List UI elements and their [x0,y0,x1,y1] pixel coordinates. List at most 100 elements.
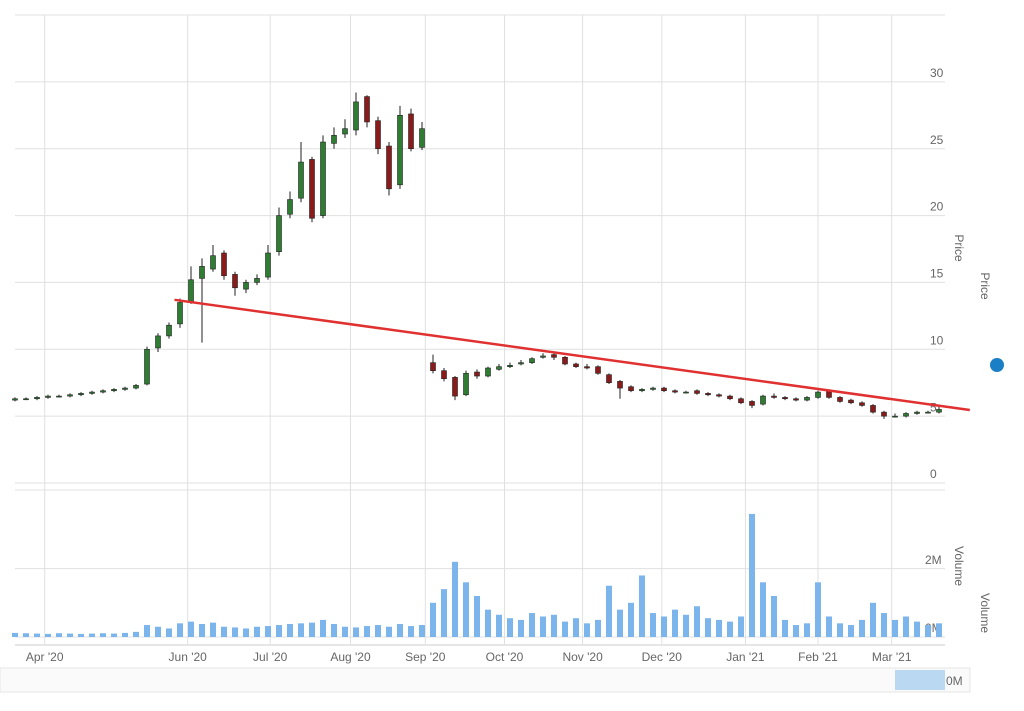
candle-body [936,409,942,413]
volume-bar [144,625,150,637]
candle-body [408,113,414,150]
volume-bar [848,625,854,637]
volume-bar [265,626,271,637]
volume-bar [386,626,392,637]
volume-bar [782,619,788,637]
candle-body [584,366,590,369]
volume-bar [914,621,920,637]
candle-body [859,402,865,406]
candle-body [34,397,40,400]
volume-bar [474,595,480,637]
candle-body [496,366,502,370]
volume-bar [760,582,766,637]
volume-bar [309,622,315,637]
candle-body [683,391,689,394]
x-tick-label: Apr '20 [26,650,64,664]
candle-body [749,401,755,406]
volume-bar [595,619,601,637]
candle-body [617,381,623,389]
volume-bar [375,625,381,637]
candle-body [12,398,18,401]
candle-body [562,357,568,365]
volume-bar [639,575,645,637]
candle-body [45,395,51,398]
volume-bar [342,626,348,637]
volume-bar [716,619,722,637]
volume-bar [529,613,535,637]
x-tick-label: Sep '20 [405,650,446,664]
candle-body [155,335,161,349]
volume-bar [661,616,667,637]
y-tick-label: 20 [930,200,944,214]
volume-bar [672,609,678,637]
volume-bar [551,614,557,637]
volume-bar [122,632,128,637]
volume-bar [606,585,612,637]
scroll-handle[interactable] [990,358,1004,372]
volume-bar [210,622,216,637]
volume-bar [155,626,161,637]
volume-bar [562,621,568,637]
candle-body [925,411,931,414]
volume-bar [452,561,458,637]
x-tick-label: Oct '20 [486,650,524,664]
candle-body [474,371,480,377]
volume-bar [67,633,73,637]
volume-bar [496,614,502,637]
candle-body [518,362,524,365]
candle-body [705,393,711,396]
candle-body [23,398,29,401]
candle-body [760,395,766,405]
volume-bar [397,624,403,637]
candle-body [287,199,293,215]
volume-axis-title: Volume [978,593,992,633]
candle-body [573,363,579,367]
navigator-label: 0M [946,674,963,688]
volume-bar [232,627,238,637]
candle-body [452,377,458,397]
volume-bar [650,613,656,637]
volume-bar [573,618,579,637]
candle-body [441,370,447,380]
y-tick-label: 25 [930,133,944,147]
volume-bar [111,633,117,637]
candle-body [364,96,370,123]
volume-bar [936,623,942,637]
candle-body [430,362,436,371]
candle-body [199,266,205,279]
volume-tick-label: 2M [925,553,942,567]
volume-bar [287,624,293,637]
y-axis-title: Price [978,272,992,300]
candle-body [881,411,887,417]
x-tick-label: Aug '20 [330,650,371,664]
candle-body [804,397,810,401]
volume-bar [276,625,282,637]
volume-bar [628,602,634,637]
navigator [0,667,971,693]
volume-bar [419,625,425,637]
volume-bar [881,613,887,637]
volume-bar [694,606,700,637]
volume-bar [100,633,106,637]
y-axis-title: Price [952,234,966,262]
volume-bar [727,621,733,637]
candle-body [309,159,315,219]
candle-body [639,389,645,392]
volume-bar [298,623,304,637]
candle-body [628,386,634,392]
volume-bar [331,624,337,637]
candle-body [166,324,172,337]
candle-body [738,398,744,404]
volume-bar [353,627,359,637]
candle-body [78,393,84,396]
candle-body [375,120,381,150]
volume-bar [771,595,777,637]
volume-bar [892,619,898,637]
candle-body [694,390,700,394]
volume-bar [705,618,711,637]
volume-bar [485,609,491,637]
volume-bar [804,623,810,637]
volume-bar [925,625,931,637]
candle-body [529,358,535,363]
